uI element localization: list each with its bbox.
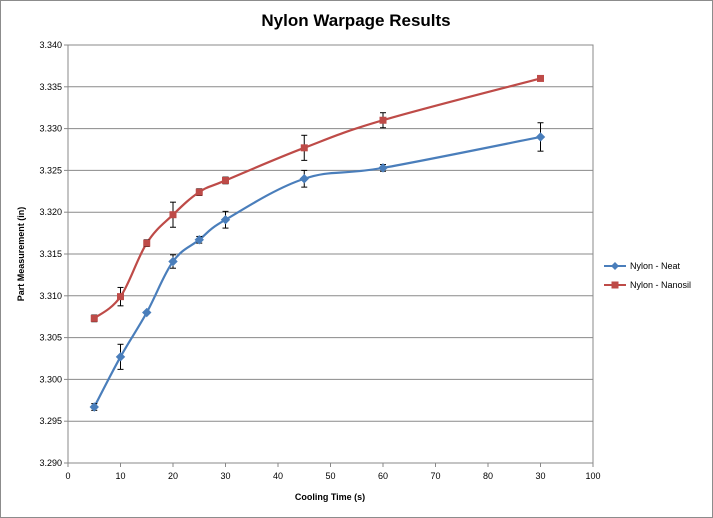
data-point	[194, 235, 204, 245]
y-tick-label: 3.330	[39, 124, 62, 134]
x-tick-label: 80	[483, 471, 493, 481]
y-tick-label: 3.295	[39, 416, 62, 426]
data-point	[89, 402, 99, 412]
data-point	[90, 314, 98, 322]
legend: Nylon - Neat Nylon - Nanosil	[604, 261, 691, 290]
legend-marker	[611, 281, 619, 289]
y-tick-label: 3.300	[39, 374, 62, 384]
series-nanosil	[90, 74, 544, 323]
chart-title: Nylon Warpage Results	[261, 11, 450, 30]
data-point	[168, 256, 178, 267]
legend-marker	[611, 262, 619, 270]
data-point	[300, 144, 308, 152]
y-tick-label: 3.290	[39, 458, 62, 468]
series-neat	[89, 122, 546, 412]
x-tick-label: 70	[430, 471, 440, 481]
x-tick-label: 60	[378, 471, 388, 481]
x-tick-label: 50	[325, 471, 335, 481]
y-tick-label: 3.325	[39, 165, 62, 175]
x-tick-label: 30	[535, 471, 545, 481]
x-tick-label: 40	[273, 471, 283, 481]
data-point	[169, 211, 177, 219]
series-layer	[89, 74, 546, 412]
y-axis-label: Part Measurement (in)	[16, 207, 26, 302]
data-point	[378, 163, 388, 173]
y-tick-labels: 3.290 3.295 3.300 3.305 3.310 3.315 3.320 3.325…	[39, 40, 68, 468]
data-point	[222, 176, 229, 184]
data-point	[299, 174, 309, 184]
data-point	[537, 74, 544, 82]
data-point	[117, 293, 124, 301]
y-tick-label: 3.310	[39, 291, 62, 301]
x-axis-label: Cooling Time (s)	[295, 492, 365, 502]
data-point	[142, 307, 152, 318]
data-point	[535, 132, 546, 142]
y-tick-label: 3.340	[39, 40, 62, 50]
data-point	[195, 188, 203, 196]
y-tick-label: 3.315	[39, 249, 62, 259]
data-point	[379, 116, 387, 124]
x-tick-label: 30	[220, 471, 230, 481]
y-tick-label: 3.335	[39, 82, 62, 92]
data-point	[143, 239, 151, 247]
y-tick-label: 3.305	[39, 333, 62, 343]
legend-item: Nylon - Nanosil	[604, 280, 691, 290]
x-tick-label: 10	[115, 471, 125, 481]
x-tick-label: 100	[585, 471, 600, 481]
legend-item: Nylon - Neat	[604, 261, 681, 271]
y-tick-label: 3.320	[39, 207, 62, 217]
x-tick-labels: 0 10 20 30 40 50 60 70 80 30 100	[65, 463, 601, 481]
legend-label: Nylon - Neat	[630, 261, 681, 271]
data-point	[115, 352, 126, 362]
data-point	[220, 215, 231, 225]
x-tick-label: 0	[65, 471, 70, 481]
legend-label: Nylon - Nanosil	[630, 280, 691, 290]
x-tick-label: 20	[168, 471, 178, 481]
